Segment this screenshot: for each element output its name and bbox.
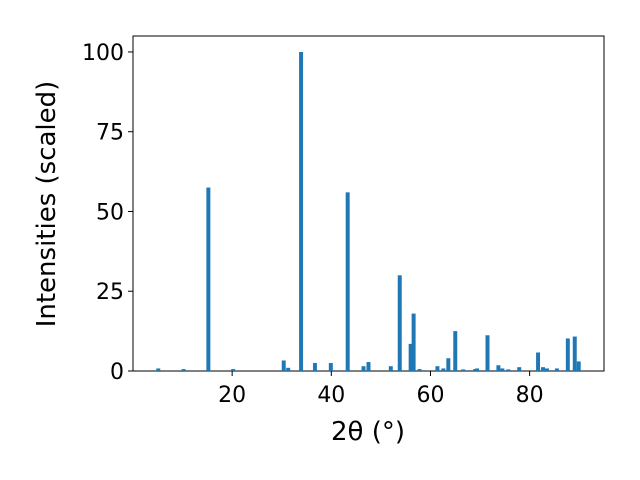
y-tick-label: 100 (82, 41, 124, 66)
bar (554, 368, 559, 371)
bar (408, 343, 413, 371)
x-tick-label: 80 (516, 383, 544, 408)
bar (485, 335, 490, 371)
x-axis-label: 2θ (°) (331, 417, 405, 447)
bar (506, 369, 511, 371)
bar (536, 352, 541, 371)
bar (453, 331, 458, 371)
bar (446, 358, 451, 371)
bar (286, 367, 291, 371)
bar (496, 365, 501, 371)
bar (417, 369, 422, 371)
bar (545, 368, 549, 371)
bar (517, 367, 522, 371)
bar (565, 338, 570, 371)
x-tick-label: 20 (218, 383, 246, 408)
bar (181, 369, 186, 371)
bar (576, 361, 581, 371)
bar (281, 360, 286, 371)
bar (411, 313, 416, 371)
y-tick-label: 75 (96, 121, 124, 146)
y-tick-label: 0 (110, 360, 124, 385)
bar (361, 366, 366, 371)
bar (328, 363, 333, 371)
bar (312, 363, 317, 371)
bar (500, 368, 505, 371)
bar (299, 51, 304, 371)
bar (461, 369, 466, 371)
y-axis-label: Intensities (scaled) (32, 81, 62, 328)
bar (388, 366, 393, 371)
plot-frame (132, 35, 605, 372)
bar (441, 368, 446, 371)
bar (572, 336, 577, 371)
bar (206, 187, 211, 371)
bar (541, 367, 546, 371)
bar (231, 369, 236, 371)
bar (475, 368, 480, 371)
x-tick-label: 40 (317, 383, 345, 408)
bar (345, 192, 350, 371)
bar (156, 368, 161, 371)
y-tick-label: 25 (96, 280, 124, 305)
y-tick-label: 50 (96, 200, 124, 225)
bar (397, 275, 402, 371)
x-tick-label: 60 (416, 383, 444, 408)
bar (435, 366, 440, 371)
bar (366, 362, 371, 371)
